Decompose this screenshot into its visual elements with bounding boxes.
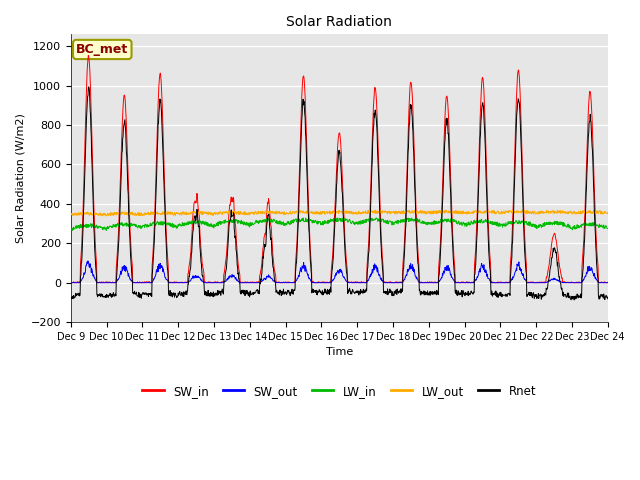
Text: BC_met: BC_met (76, 43, 129, 56)
Title: Solar Radiation: Solar Radiation (286, 15, 392, 29)
Y-axis label: Solar Radiation (W/m2): Solar Radiation (W/m2) (15, 113, 25, 243)
X-axis label: Time: Time (326, 348, 353, 358)
Legend: SW_in, SW_out, LW_in, LW_out, Rnet: SW_in, SW_out, LW_in, LW_out, Rnet (138, 380, 541, 402)
